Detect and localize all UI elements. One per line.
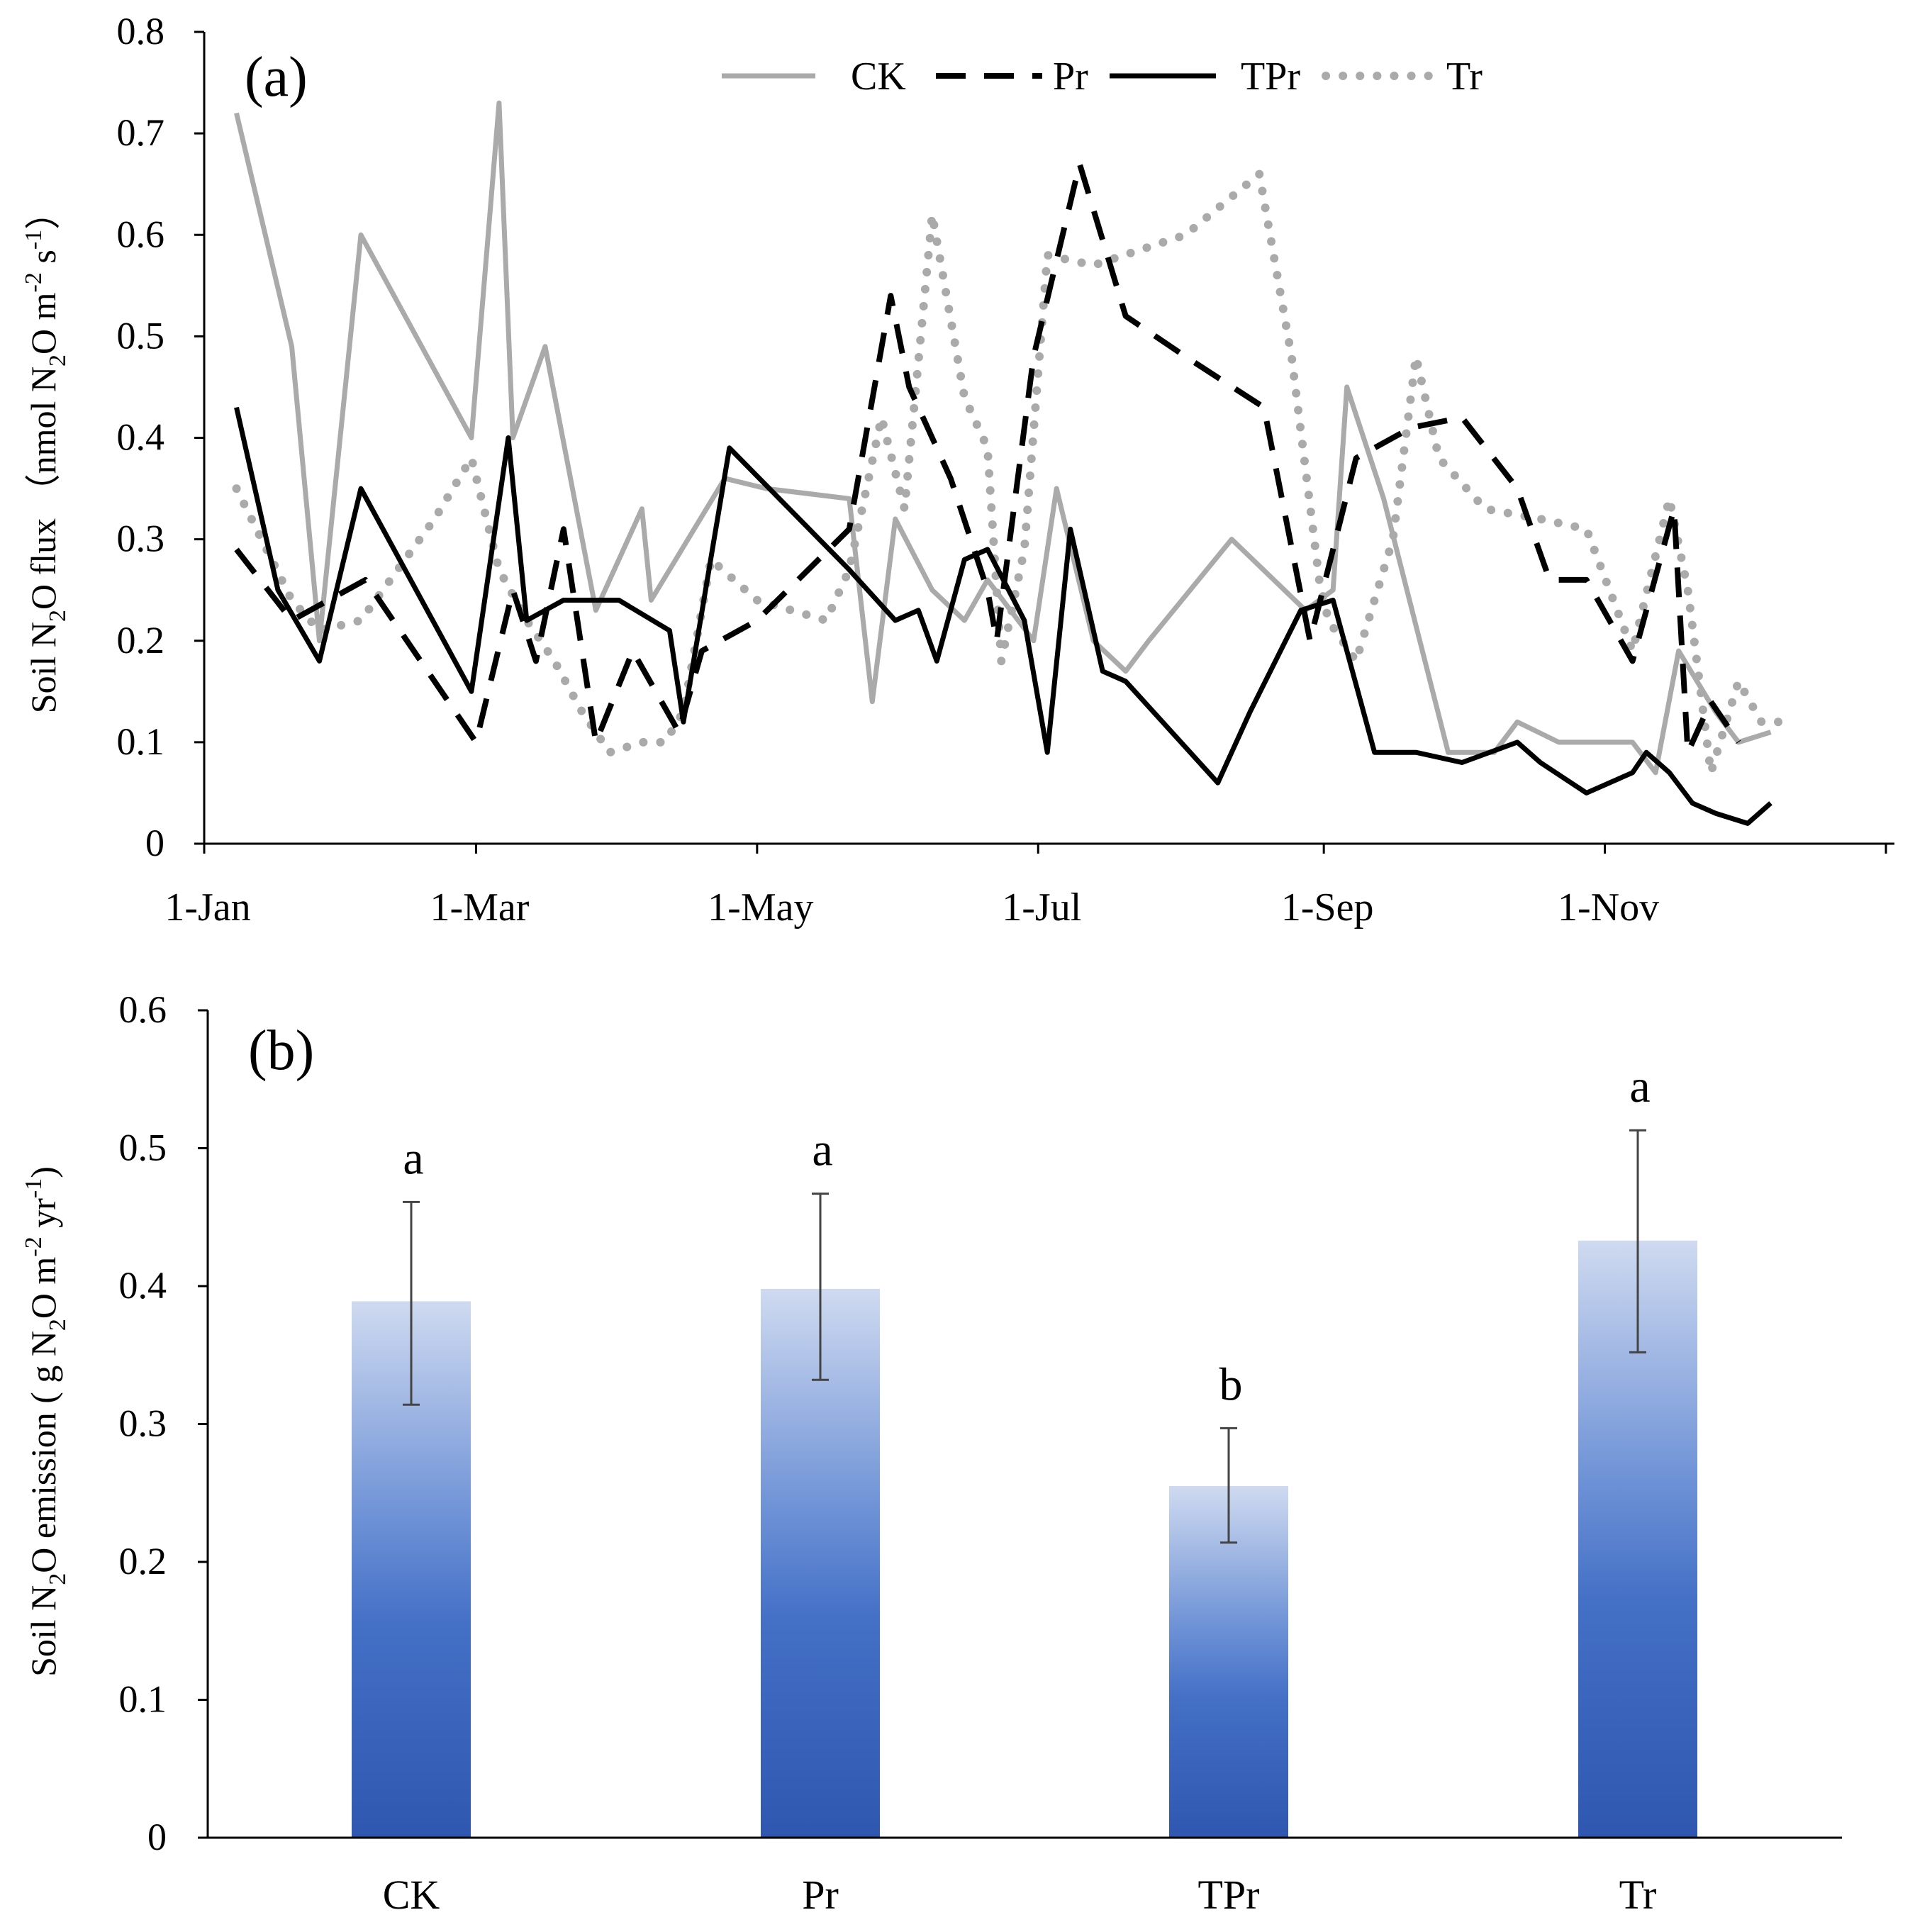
flux-y-tick-label: 0.7 [117, 111, 165, 154]
flux-y-tick-label: 0.5 [117, 314, 165, 357]
flux-y-tick-label: 0.2 [117, 619, 165, 661]
emission-y-tick-label: 0.2 [119, 1540, 167, 1582]
legend-label-tpr: TPr [1241, 55, 1300, 99]
emission-y-axis-label: Soil N2O emission ( g N2O m-2 yr-1) [21, 1166, 71, 1677]
flux-y-ticks: 0 0.1 0.2 0.3 0.4 0.5 0.6 0.7 0.8 [117, 10, 204, 864]
flux-panel-label: (a) [245, 46, 308, 108]
flux-line-chart: 0 0.1 0.2 0.3 0.4 0.5 0.6 0.7 0.8 1-Jan 1-Mar 1-Ma… [21, 10, 1894, 929]
emission-y-tick-label: 0.3 [119, 1402, 167, 1445]
emission-y-tick-label: 0.6 [119, 988, 167, 1031]
significance-letter-ck: a [403, 1132, 423, 1184]
emission-y-tick-label: 0.4 [119, 1264, 167, 1307]
emission-x-tick-label: CK [383, 1872, 440, 1918]
flux-x-tick-label: 1-Jan [164, 886, 250, 929]
flux-y-tick-label: 0.4 [117, 416, 165, 459]
flux-y-axis-label: Soil N2O flux （nmol N2O m-2 s-1） [21, 194, 71, 713]
flux-y-tick-label: 0.8 [117, 10, 165, 52]
flux-series [232, 100, 1785, 826]
flux-series-line-tpr [234, 406, 1772, 826]
significance-letter-pr: a [812, 1124, 832, 1176]
flux-x-tick-label: 1-Sep [1281, 886, 1374, 929]
emission-y-tick-label: 0.1 [119, 1678, 167, 1721]
flux-x-tick-label: 1-May [708, 886, 813, 929]
emission-bar-chart: 0 0.1 0.2 0.3 0.4 0.5 0.6 a CK a Pr b TPr a Tr (b) So… [21, 988, 1842, 1918]
emission-x-tick-label: Tr [1619, 1872, 1657, 1918]
significance-letter-tr: a [1629, 1061, 1650, 1112]
significance-letter-tpr: b [1219, 1358, 1243, 1410]
flux-series-line-pr [234, 161, 1741, 756]
flux-y-tick-label: 0 [145, 822, 164, 864]
emission-x-tick-label: Pr [802, 1872, 839, 1918]
flux-legend: CK Pr TPr Tr [722, 55, 1483, 99]
legend-label-tr: Tr [1446, 55, 1483, 99]
emission-y-tick-label: 0.5 [119, 1127, 167, 1169]
flux-y-tick-label: 0.6 [117, 213, 165, 255]
emission-bars: a CK a Pr b TPr a Tr [352, 1061, 1697, 1918]
emission-panel-label: (b) [248, 1020, 314, 1082]
legend-label-ck: CK [851, 55, 906, 99]
emission-bar-tpr [1169, 1486, 1288, 1838]
legend-label-pr: Pr [1053, 55, 1088, 99]
flux-x-ticks: 1-Jan 1-Mar 1-May 1-Jul 1-Sep 1-Nov [164, 844, 1887, 929]
flux-y-tick-label: 0.3 [117, 518, 165, 560]
flux-series-line-tr [232, 169, 1785, 777]
flux-x-tick-label: 1-Jul [1002, 886, 1081, 929]
emission-y-ticks: 0 0.1 0.2 0.3 0.4 0.5 0.6 [119, 988, 208, 1858]
flux-series-line-ck [234, 100, 1772, 776]
flux-x-tick-label: 1-Mar [430, 886, 529, 929]
emission-x-tick-label: TPr [1198, 1872, 1260, 1918]
flux-y-tick-label: 0.1 [117, 720, 165, 763]
emission-y-tick-label: 0 [147, 1816, 167, 1858]
flux-x-tick-label: 1-Nov [1558, 886, 1659, 929]
